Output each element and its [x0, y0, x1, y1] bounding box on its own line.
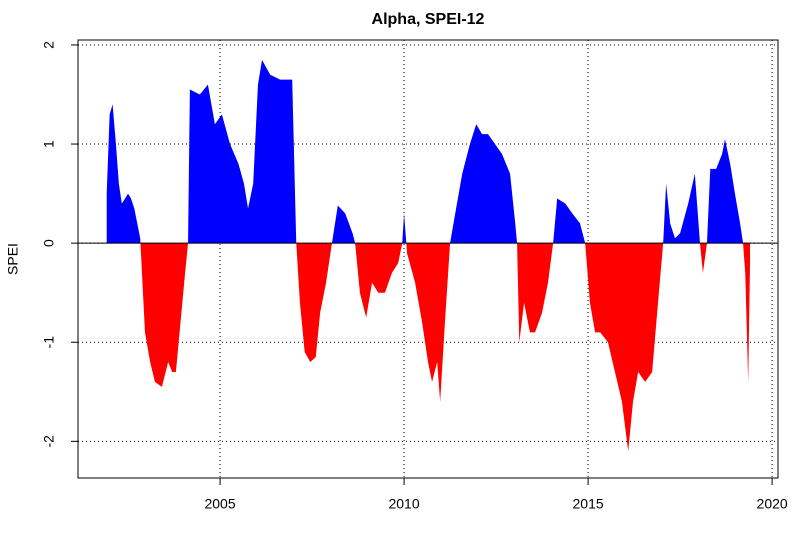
y-tick-label: 2 [41, 41, 57, 49]
spei-area [106, 59, 751, 452]
x-tick-label: 2015 [573, 496, 604, 512]
x-tick-label: 2005 [204, 496, 235, 512]
y-tick-label: 1 [41, 140, 57, 148]
y-axis-label: SPEI [5, 243, 21, 275]
plot-frame [77, 39, 779, 479]
y-tick-label: 0 [41, 239, 57, 247]
y-tick-label: -1 [41, 336, 57, 349]
x-tick-label: 2020 [757, 496, 788, 512]
chart-title: Alpha, SPEI-12 [372, 11, 485, 28]
y-tick-label: -2 [41, 435, 57, 448]
x-tick-label: 2010 [388, 496, 419, 512]
